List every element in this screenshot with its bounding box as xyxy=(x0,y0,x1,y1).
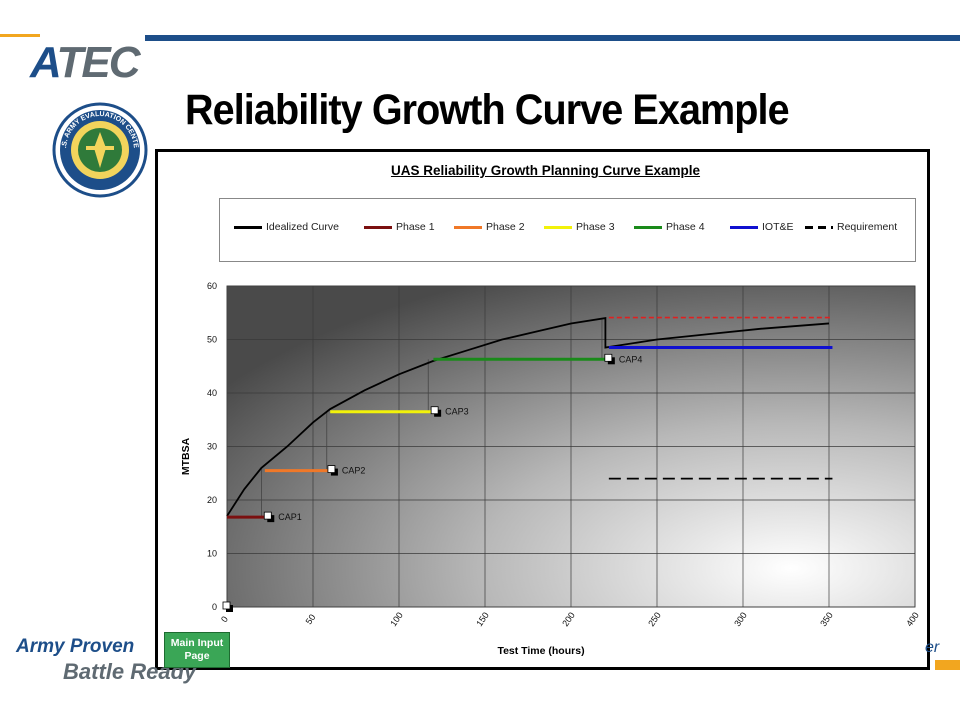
cap-label: CAP4 xyxy=(619,354,643,364)
cap-marker xyxy=(327,465,336,473)
y-tick-label: 60 xyxy=(207,281,217,291)
y-tick-label: 0 xyxy=(212,602,217,612)
legend-entry-requirement: Requirement xyxy=(805,221,897,233)
atec-logo-rest: TEC xyxy=(56,38,141,87)
legend-entry-phase-4: Phase 4 xyxy=(634,221,705,233)
x-axis-label: Test Time (hours) xyxy=(497,645,584,657)
y-tick-label: 20 xyxy=(207,495,217,505)
main-input-label-2: Page xyxy=(184,650,210,662)
cap-label: CAP2 xyxy=(342,466,366,476)
top-rule-blue xyxy=(145,35,960,41)
x-tick-label: 300 xyxy=(732,610,749,628)
legend-entry-iote: IOT&E xyxy=(730,221,794,233)
legend-entry-phase-2: Phase 2 xyxy=(454,221,525,233)
series-idealized-curve xyxy=(226,317,830,517)
origin-marker xyxy=(222,601,231,610)
cap-marker xyxy=(430,406,439,415)
legend-entry-idealized: Idealized Curve xyxy=(234,221,339,233)
tagline-army-proven: Army Proven xyxy=(16,636,135,657)
x-tick-label: 150 xyxy=(474,610,491,628)
x-tick-label: 100 xyxy=(388,610,405,628)
bottom-right-orange-bar xyxy=(935,660,960,670)
x-tick-label: 50 xyxy=(304,612,318,626)
cap-markers: CAP1 CAP2 CAP3 CAP4 xyxy=(222,353,643,612)
series-lines xyxy=(226,316,833,519)
x-tick-label: 350 xyxy=(818,610,835,628)
cap-label: CAP1 xyxy=(278,512,302,522)
cap-marker xyxy=(604,353,613,362)
x-tick-label: 200 xyxy=(560,610,577,628)
y-tick-label: 50 xyxy=(207,335,217,345)
x-tick-label: 250 xyxy=(646,610,663,628)
main-input-page-button[interactable]: Main Input Page xyxy=(164,632,230,668)
grid-lines xyxy=(226,285,916,608)
tagline-right-fragment: er xyxy=(925,639,940,656)
chart-plot: 0 50 100 150 200 250 300 350 400 0 10 20 30 40 50 60 CA… xyxy=(180,281,921,657)
y-tick-label: 30 xyxy=(207,442,217,452)
chart-title: UAS Reliability Growth Planning Curve Ex… xyxy=(390,163,701,178)
legend-entry-phase-1: Phase 1 xyxy=(364,221,435,233)
chart-legend: Idealized Curve Phase 1 Phase 2 Phase 3 … xyxy=(219,198,916,262)
chart-frame: UAS Reliability Growth Planning Curve Ex… xyxy=(155,149,930,670)
y-axis-label: MTBSA xyxy=(180,437,192,475)
cap-label: CAP3 xyxy=(445,407,469,417)
main-input-label-1: Main Input xyxy=(170,637,224,649)
y-tick-label: 10 xyxy=(207,549,217,559)
x-tick-label: 400 xyxy=(904,610,921,628)
slide-title: Reliability Growth Curve Example xyxy=(185,86,790,134)
cap-marker xyxy=(263,511,272,520)
top-rule-orange xyxy=(0,34,40,37)
drop-lines xyxy=(261,318,603,517)
atec-logo-a: A xyxy=(30,38,58,87)
atec-logo: ATEC xyxy=(30,38,141,88)
x-tick-label: 0 xyxy=(219,614,230,624)
y-tick-label: 40 xyxy=(207,388,217,398)
legend-entry-phase-3: Phase 3 xyxy=(544,221,615,233)
